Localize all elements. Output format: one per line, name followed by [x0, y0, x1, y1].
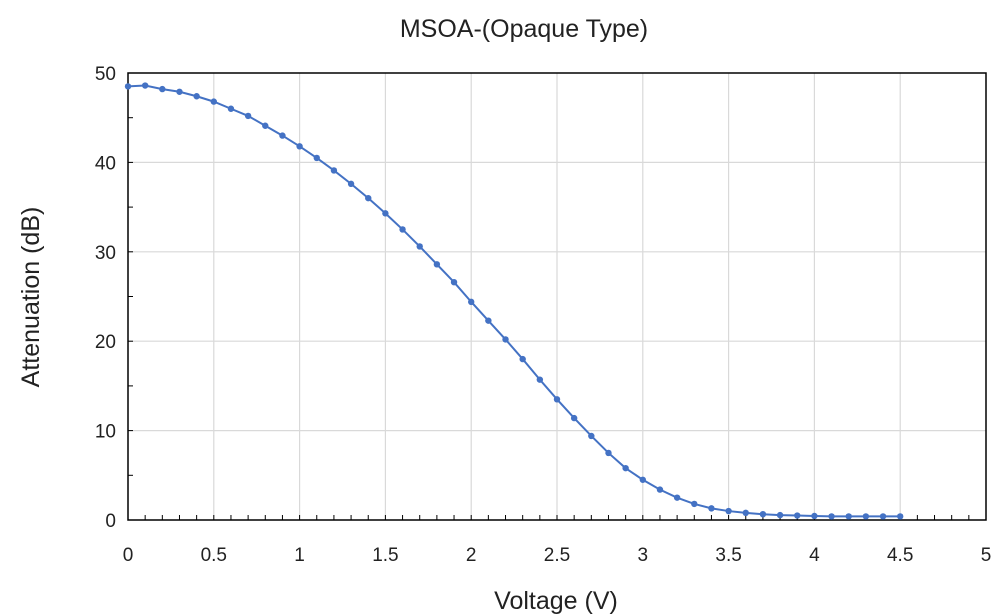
data-point	[845, 513, 852, 520]
data-point	[330, 167, 338, 174]
series-points	[124, 82, 904, 520]
data-point	[656, 486, 664, 493]
grid-lines	[128, 73, 986, 520]
data-point	[382, 210, 389, 217]
data-point	[279, 132, 286, 139]
data-point	[416, 243, 423, 250]
y-axis-title: Attenuation (dB)	[17, 207, 45, 388]
data-point	[879, 513, 887, 520]
series-line	[127, 84, 901, 518]
data-point	[262, 122, 269, 129]
data-point	[141, 82, 149, 89]
x-tick-label: 3.5	[715, 545, 741, 566]
chart-title: MSOA-(Opaque Type)	[400, 15, 648, 43]
data-point	[742, 509, 749, 517]
data-point	[794, 512, 801, 519]
data-point	[433, 261, 441, 268]
data-point	[639, 476, 646, 483]
data-point	[897, 513, 904, 520]
data-point	[450, 278, 458, 286]
x-axis-minor-ticks	[128, 117, 970, 520]
y-tick-label: 30	[95, 243, 116, 264]
data-point	[468, 298, 475, 306]
data-point	[828, 513, 835, 520]
y-tick-label: 10	[95, 422, 116, 443]
x-tick-label: 5	[981, 545, 992, 566]
data-point	[811, 512, 818, 520]
data-point	[776, 511, 784, 519]
y-axis-ticks: 0 10 20 30 40 50	[95, 64, 116, 532]
x-tick-label: 1.5	[372, 545, 398, 566]
data-point	[399, 226, 406, 233]
data-point	[502, 336, 509, 343]
y-tick-label: 20	[95, 332, 116, 353]
data-point	[296, 143, 303, 150]
data-point	[313, 154, 320, 162]
x-axis-title: Voltage (V)	[494, 587, 618, 615]
data-point	[485, 317, 492, 324]
data-point	[210, 98, 217, 105]
data-point	[673, 494, 681, 501]
data-point	[725, 507, 732, 515]
data-point	[159, 85, 166, 93]
data-point	[347, 180, 355, 188]
data-point	[622, 464, 629, 472]
data-point	[759, 510, 767, 518]
x-tick-label: 0.5	[201, 545, 227, 566]
x-tick-label: 4	[809, 545, 820, 566]
data-point	[365, 194, 372, 202]
x-tick-label: 4.5	[887, 545, 913, 566]
data-point	[124, 83, 132, 90]
y-tick-label: 0	[105, 511, 116, 532]
data-point	[553, 396, 561, 403]
data-point	[691, 500, 698, 508]
data-point	[605, 449, 612, 457]
x-tick-label: 3	[638, 545, 649, 566]
x-tick-label: 2.5	[544, 545, 570, 566]
data-point	[862, 513, 870, 520]
y-tick-label: 50	[95, 64, 116, 85]
x-tick-label: 1	[294, 545, 305, 566]
x-tick-label: 0	[123, 545, 134, 566]
data-point	[588, 432, 595, 440]
data-point	[519, 355, 526, 363]
data-point	[244, 112, 252, 120]
y-tick-label: 40	[95, 153, 116, 174]
data-point	[570, 414, 578, 422]
x-tick-label: 2	[466, 545, 477, 566]
data-point	[227, 105, 235, 112]
x-axis-ticks: 0 0.5 1 1.5 2 2.5 3 3.5 4 4.5 5	[123, 545, 992, 566]
data-point	[176, 88, 183, 95]
data-point	[708, 505, 715, 512]
data-point	[536, 376, 544, 383]
data-point	[193, 93, 200, 100]
